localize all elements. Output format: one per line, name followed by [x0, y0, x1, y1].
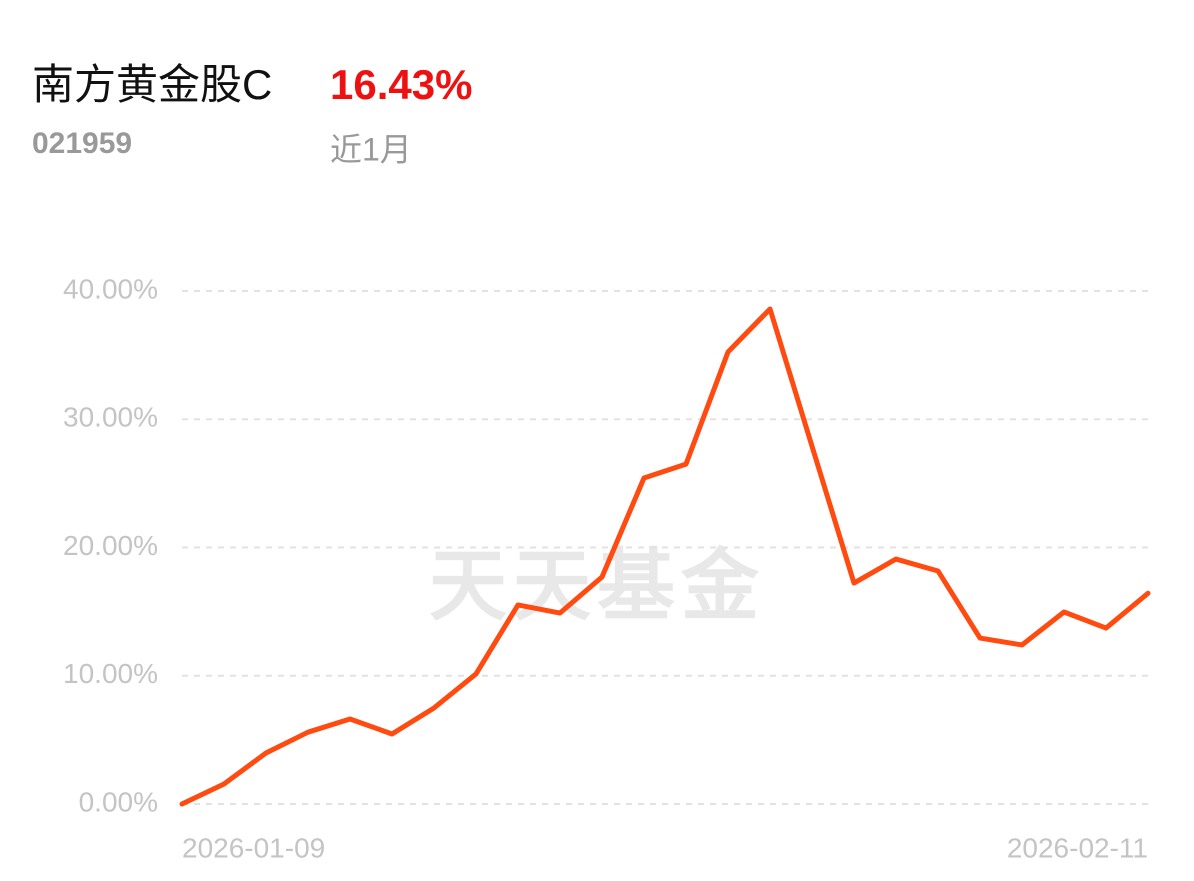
- line-series: [179, 306, 1151, 807]
- fund-code: 021959: [32, 127, 132, 160]
- chart-title: 南方黄金股C: [32, 61, 272, 108]
- y-tick-label: 40.00%: [63, 273, 158, 304]
- y-tick-label: 30.00%: [63, 402, 158, 433]
- headline-value: 16.43%: [330, 61, 472, 108]
- x-tick-label: 2026-02-11: [1007, 832, 1148, 863]
- x-tick-label: 2026-01-09: [182, 832, 325, 863]
- y-tick-label: 0.00%: [79, 786, 158, 817]
- y-tick-label: 20.00%: [63, 530, 158, 561]
- watermark: 天天基金: [429, 541, 765, 632]
- y-tick-label: 10.00%: [63, 658, 158, 689]
- period: 近1月: [330, 131, 412, 167]
